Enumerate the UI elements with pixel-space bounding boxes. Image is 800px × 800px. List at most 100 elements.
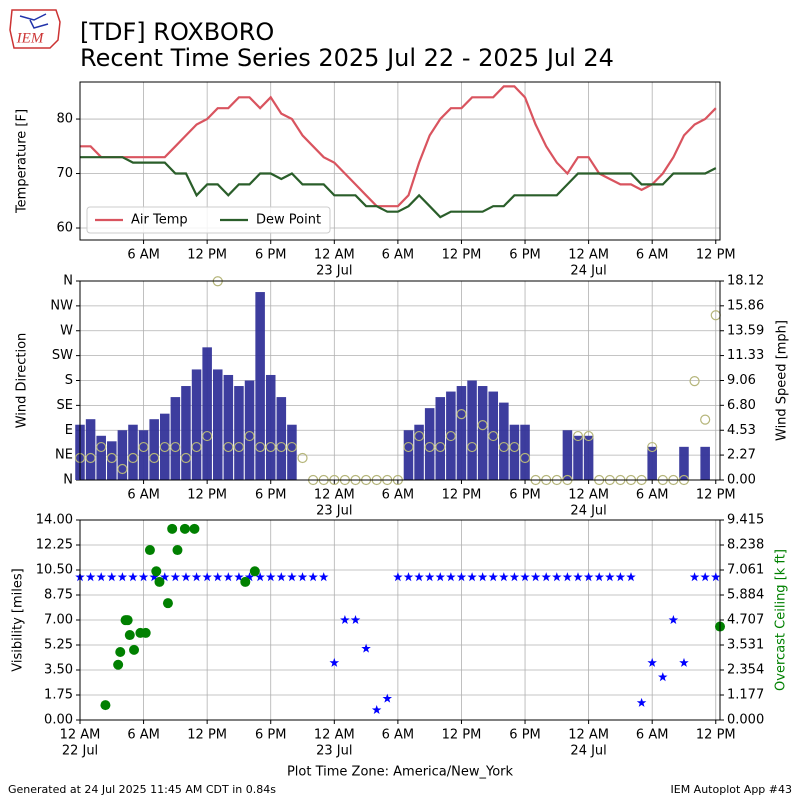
line [80, 156, 717, 219]
star-marker [181, 572, 191, 582]
bar [520, 424, 530, 480]
bar [234, 386, 244, 480]
x-tick-label: 6 PM [509, 248, 540, 263]
x-tick-date: 24 Jul [570, 264, 606, 279]
star-marker [658, 672, 668, 682]
circle-marker [413, 430, 425, 442]
star-marker [626, 572, 636, 582]
bar [160, 413, 170, 480]
circle-marker [488, 430, 499, 442]
x-tick-label: 12 AM [568, 248, 609, 263]
star-marker [361, 643, 371, 653]
star-marker [382, 693, 392, 703]
star-marker [393, 572, 403, 582]
y-tick-label: N [63, 473, 73, 488]
logo-lines [19, 13, 49, 29]
x-tick-label: 6 AM [382, 248, 415, 263]
circle-marker [583, 430, 594, 442]
y2-tick-label: 13.59 [727, 323, 764, 338]
bar [138, 430, 149, 480]
y-axis-label: Visibility [miles] [11, 568, 26, 671]
x-tick-label: 12 PM [442, 728, 482, 743]
star-marker [297, 572, 308, 582]
star-marker [456, 572, 467, 582]
star-marker [276, 572, 287, 582]
star-marker [234, 572, 244, 582]
circle-marker [106, 452, 117, 464]
dot-marker [162, 598, 173, 609]
y2-tick-label: 11.33 [727, 348, 764, 363]
star-marker [689, 572, 700, 582]
bar [287, 424, 297, 480]
y-tick-label: 10.50 [36, 563, 73, 578]
x-tick-label: 6 AM [636, 488, 669, 503]
y2-tick-label: 0.00 [727, 473, 756, 488]
circle-marker [297, 452, 308, 464]
title: [TDF] ROXBORO [80, 18, 274, 46]
y2-tick-label: 3.531 [727, 637, 764, 652]
y-tick-label: N [63, 274, 73, 289]
star-marker [700, 572, 710, 582]
x-tick-label: 12 AM [568, 488, 609, 503]
x-tick-label: 6 AM [127, 248, 160, 263]
circle-marker [519, 452, 531, 464]
dot-marker [151, 566, 162, 577]
star-marker [520, 572, 530, 582]
star-marker [435, 572, 445, 582]
y2-tick-label: 15.86 [727, 298, 764, 313]
dot-marker [189, 523, 200, 534]
circle-marker [202, 430, 213, 442]
legend-label: Air Temp [131, 213, 188, 228]
x-tick-date: 23 Jul [316, 744, 352, 759]
star-marker [615, 572, 626, 582]
x-tick-label: 6 AM [636, 728, 669, 743]
star-marker [319, 572, 329, 582]
dot-marker [172, 545, 183, 556]
y-axis-label: Wind Direction [15, 333, 30, 429]
star-marker [414, 572, 424, 582]
star-marker [477, 572, 488, 582]
bar [509, 424, 520, 480]
circle-marker [286, 441, 298, 453]
star-marker [244, 572, 255, 582]
star-marker [329, 657, 340, 667]
x-tick-date: 23 Jul [316, 504, 352, 519]
star-marker [446, 572, 456, 582]
x-tick-label: 12 AM [314, 248, 355, 263]
x-tick-date: 24 Jul [570, 744, 606, 759]
y-tick-label: SE [57, 398, 73, 413]
star-marker [552, 572, 562, 582]
y2-tick-label: 0.000 [727, 713, 764, 728]
bar [700, 446, 710, 480]
subtitle: Recent Time Series 2025 Jul 22 - 2025 Ju… [80, 44, 614, 72]
bar [107, 441, 117, 480]
x-tick-label: 6 PM [509, 728, 540, 743]
star-marker [562, 572, 573, 582]
circle-marker [149, 452, 160, 464]
y-tick-label: 8.75 [44, 588, 73, 603]
star-marker [191, 572, 202, 582]
y2-axis-label: Overcast Ceiling [k ft] [774, 549, 789, 691]
bar [414, 424, 424, 480]
y2-tick-label: 4.707 [727, 613, 764, 628]
circle-marker [403, 441, 414, 453]
star-marker [488, 572, 498, 582]
star-marker [636, 697, 647, 707]
circle-marker [509, 441, 520, 453]
circle-marker [466, 441, 478, 453]
y2-tick-label: 8.238 [727, 538, 764, 553]
x-tick-date: 24 Jul [570, 504, 606, 519]
x-tick-label: 6 AM [382, 728, 415, 743]
bar [128, 424, 138, 480]
circle-marker [159, 441, 170, 453]
y-tick-label: 60 [56, 221, 73, 236]
circle-marker [138, 441, 149, 453]
y-tick-label: 3.50 [44, 663, 73, 678]
star-marker [308, 572, 318, 582]
x-tick-date: 23 Jul [316, 264, 352, 279]
dot-marker [124, 630, 135, 641]
circle-marker [180, 452, 192, 464]
y2-tick-label: 9.06 [727, 373, 756, 388]
circle-marker [498, 441, 509, 453]
